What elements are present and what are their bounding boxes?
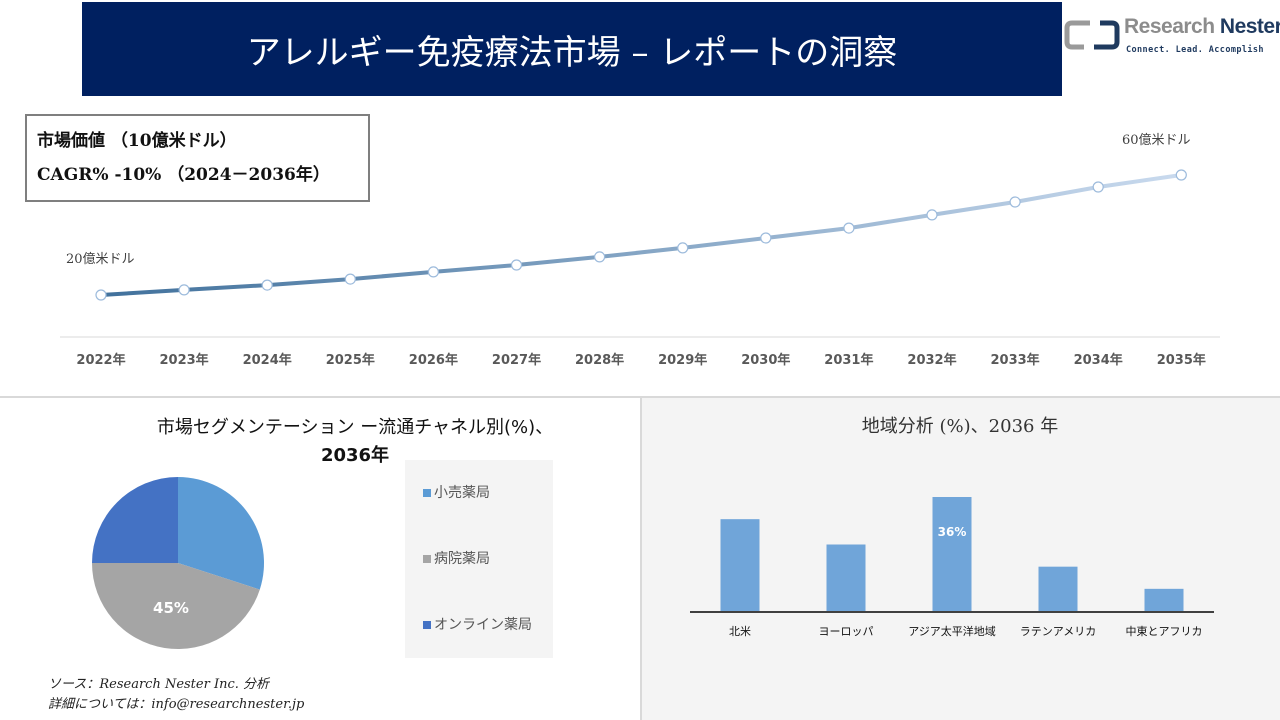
data-point: [926, 209, 938, 221]
data-point: [1092, 181, 1104, 193]
x-tick-label: 北米: [729, 625, 751, 638]
bar-chart-title: 地域分析 (%)、2036 年: [861, 416, 1059, 437]
legend-swatch: [423, 621, 431, 629]
data-point: [95, 289, 107, 301]
bar-data-label: 36%: [938, 525, 967, 539]
x-tick-label: 2026年: [409, 352, 458, 368]
x-tick-label: ラテンアメリカ: [1020, 625, 1096, 638]
x-tick-label: アジア太平洋地域: [908, 624, 996, 638]
x-tick-label: 2028年: [575, 352, 624, 368]
legend-swatch: [423, 555, 431, 563]
x-tick-label: 2025年: [326, 352, 375, 368]
contact-text: 詳細については：info@researchnester.jp: [48, 697, 305, 712]
x-tick-label: 2022年: [76, 352, 125, 368]
logo-mark-icon: [1064, 20, 1120, 50]
x-tick-label: 2030年: [741, 352, 790, 368]
data-point: [261, 279, 273, 291]
data-point: [1175, 169, 1187, 181]
market-info-box: 市場価値 （10億米ドル） CAGR% -10% （2024－2036年）: [25, 114, 370, 202]
page-title: アレルギー免疫療法市場 – レポートの洞察: [82, 2, 1062, 96]
pie-data-label: 45%: [153, 599, 189, 617]
data-point: [510, 259, 523, 271]
logo-name: Research Nester: [1124, 15, 1280, 38]
x-tick-label: ヨーロッパ: [819, 625, 874, 638]
legend-swatch: [423, 489, 431, 497]
data-point: [760, 232, 772, 244]
bar: [1144, 588, 1184, 611]
distribution-channel-pie-chart: 45%: [92, 477, 264, 649]
data-point: [677, 242, 689, 254]
x-tick-label: 2035年: [1157, 352, 1206, 368]
end-value-label: 60億米ドル: [1122, 132, 1191, 148]
value-line: [100, 173, 1182, 297]
x-tick-label: 2032年: [907, 352, 956, 368]
market-value-label: 市場価値 （10億米ドル）: [37, 131, 237, 151]
logo-tagline: Connect. Lead. Accomplish: [1126, 45, 1264, 55]
x-tick-label: 2031年: [824, 352, 873, 368]
pie-slice: [92, 477, 178, 563]
data-point: [427, 266, 439, 278]
market-value-line-chart: 2022年 2023年 2024年 2025年 2026年 2027年 2028年 2029年…: [60, 132, 1220, 368]
data-point: [178, 284, 190, 296]
data-point: [1009, 196, 1021, 208]
data-point: [843, 222, 855, 234]
bar: [1038, 566, 1078, 611]
bar: [720, 519, 760, 611]
pie-slice: [178, 477, 264, 590]
legend-item-online: オンライン薬局: [423, 616, 532, 634]
research-nester-logo: Research Nester Connect. Lead. Accomplis…: [1064, 16, 1280, 60]
source-text: ソース：Research Nester Inc. 分析: [48, 677, 270, 692]
data-point: [593, 251, 606, 263]
x-tick-label: 中東とアフリカ: [1126, 625, 1203, 638]
legend-item-hospital: 病院薬局: [423, 550, 490, 568]
x-tick-label: 2023年: [160, 352, 209, 368]
data-point: [344, 273, 356, 285]
pie-chart-title: 市場セグメンテーション ー流通チャネル別(%)、 2036年: [156, 417, 554, 466]
source-note: ソース：Research Nester Inc. 分析 詳細については：info…: [48, 675, 304, 715]
x-tick-label: 2034年: [1074, 352, 1123, 368]
bar: [932, 497, 972, 611]
regional-bar-chart: 北米 ヨーロッパ 36% アジア太平洋地域 ラテンアメリカ 中東とアフリカ: [690, 497, 1214, 638]
x-tick-label: 2027年: [492, 352, 541, 368]
start-value-label: 20億米ドル: [66, 251, 135, 267]
pie-slice: [92, 563, 260, 649]
section-divider: [0, 396, 1280, 398]
x-tick-label: 2024年: [243, 352, 292, 368]
x-tick-label: 2033年: [991, 352, 1040, 368]
pie-legend: 小売薬局 病院薬局 オンライン薬局: [405, 460, 553, 658]
x-tick-label: 2029年: [658, 352, 707, 368]
legend-item-retail: 小売薬局: [423, 484, 490, 502]
cagr-label: CAGR% -10% （2024－2036年）: [37, 165, 330, 185]
bar: [826, 544, 866, 611]
